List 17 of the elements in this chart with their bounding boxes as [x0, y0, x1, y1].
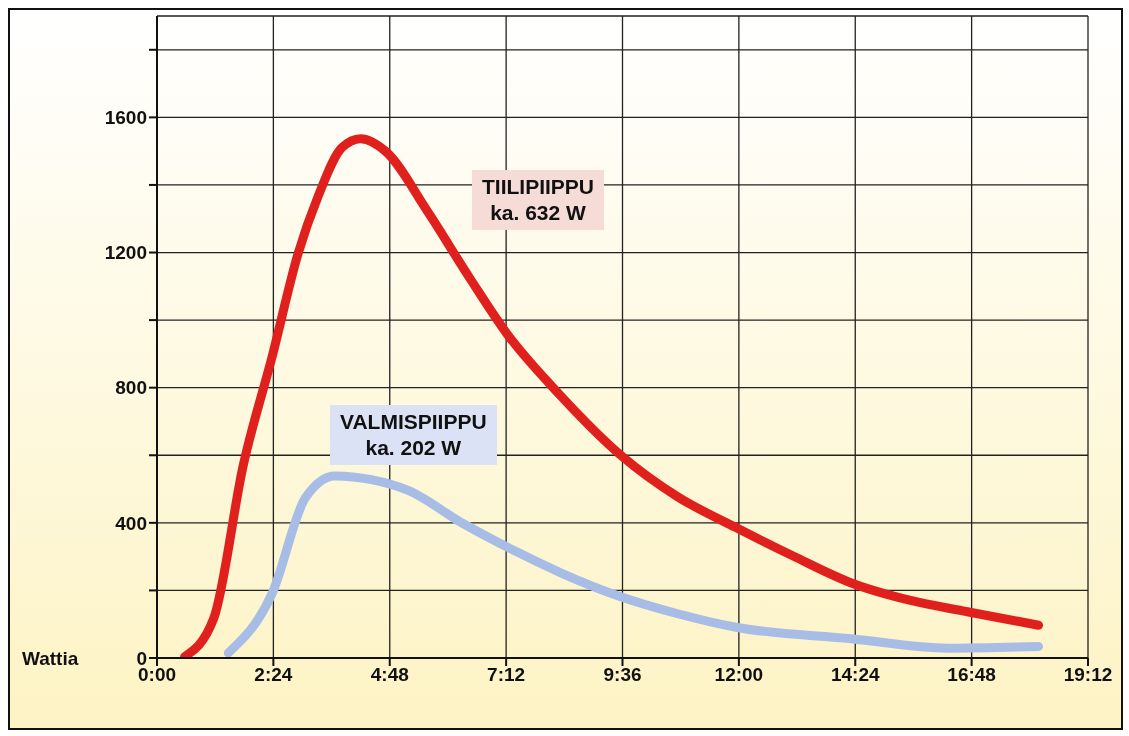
annotation: ka. 632 W: [489, 200, 587, 226]
x-tick-label: 16:48: [947, 664, 996, 686]
x-tick-label: 12:00: [714, 664, 764, 686]
y-tick-label: 1600: [104, 107, 147, 129]
x-tick-label: 19:12: [1063, 664, 1113, 686]
text: VALMISPIIPPU: [340, 409, 487, 435]
x-tick-label: 14:24: [830, 664, 880, 686]
annotation: ka. 202 W: [364, 435, 463, 461]
x-tick-label: 9:36: [603, 664, 642, 686]
text: TIILIPIIPPU: [482, 174, 595, 200]
x-tick-label: 7:12: [487, 664, 526, 686]
x-tick-label: 4:48: [370, 664, 409, 686]
y-tick-label: 1200: [104, 242, 147, 264]
x-tick-label: 2:24: [254, 664, 293, 686]
y-tick-label: 400: [115, 512, 147, 534]
y-axis-title: Wattia: [22, 648, 79, 669]
y-tick-label: 800: [115, 377, 147, 399]
